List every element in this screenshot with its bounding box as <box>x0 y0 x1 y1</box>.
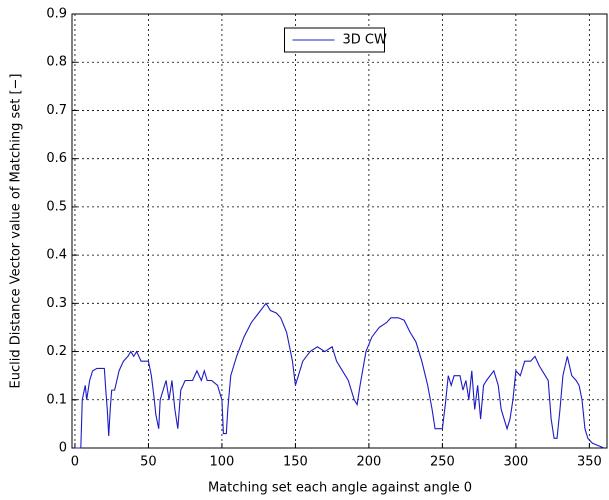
y-tick-label: 0.9 <box>46 7 67 22</box>
x-tick-label: 250 <box>430 455 455 470</box>
plot-frame <box>71 13 608 449</box>
y-tick-label: 0.2 <box>46 344 67 359</box>
y-tick-label: 0.7 <box>46 103 67 118</box>
y-tick-label: 0.4 <box>46 248 67 263</box>
x-tick-label: 200 <box>356 455 381 470</box>
x-tick-label: 0 <box>71 455 79 470</box>
y-tick-label: 0.1 <box>46 392 67 407</box>
data-line <box>74 302 605 449</box>
x-tick-label: 350 <box>577 455 602 470</box>
y-tick-label: 0.5 <box>46 199 67 214</box>
legend-label: 3D CW <box>343 33 387 48</box>
x-axis-label: Matching set each angle against angle 0 <box>208 481 472 496</box>
y-tick-label: 0.3 <box>46 296 67 311</box>
y-axis-label: Euclid Distance Vector value of Matching… <box>9 74 24 389</box>
y-tick-label: 0.8 <box>46 55 67 70</box>
y-tick-label: 0 <box>59 441 67 456</box>
y-tick-label: 0.6 <box>46 151 67 166</box>
x-tick-label: 50 <box>140 455 157 470</box>
x-tick-label: 300 <box>503 455 528 470</box>
x-tick-label: 100 <box>210 455 235 470</box>
x-tick-label: 150 <box>283 455 308 470</box>
